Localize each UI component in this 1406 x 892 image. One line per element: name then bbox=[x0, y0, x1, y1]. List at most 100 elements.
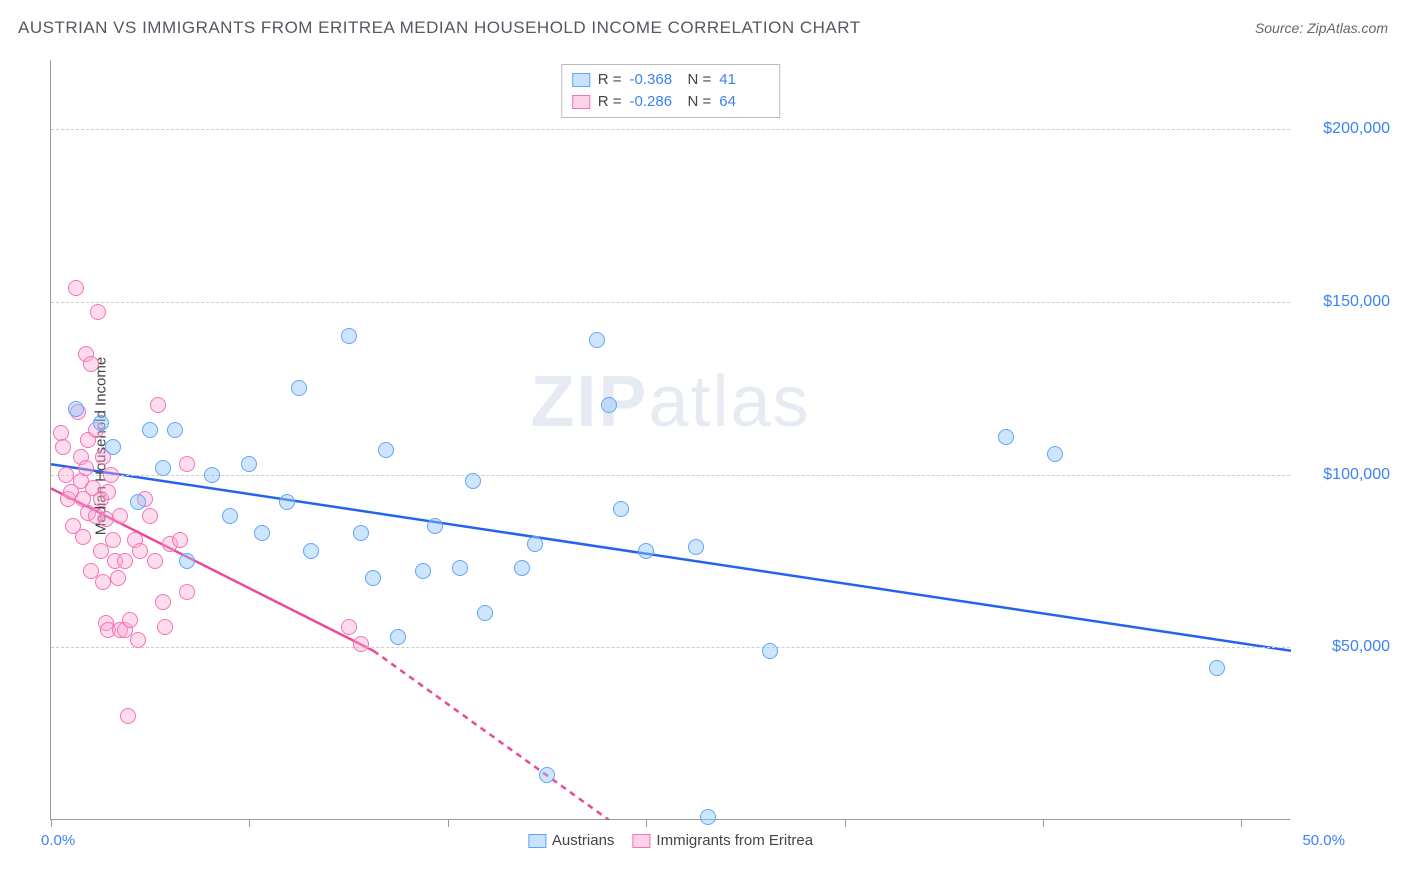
legend-row-blue: R = -0.368 N = 41 bbox=[572, 69, 770, 91]
data-point-blue bbox=[130, 494, 146, 510]
data-point-pink bbox=[90, 304, 106, 320]
data-point-blue bbox=[68, 401, 84, 417]
data-point-blue bbox=[762, 643, 778, 659]
data-point-blue bbox=[477, 605, 493, 621]
data-point-pink bbox=[130, 632, 146, 648]
data-point-blue bbox=[378, 442, 394, 458]
data-point-blue bbox=[303, 543, 319, 559]
chart-title: AUSTRIAN VS IMMIGRANTS FROM ERITREA MEDI… bbox=[18, 18, 861, 38]
data-point-blue bbox=[341, 328, 357, 344]
data-point-blue bbox=[427, 518, 443, 534]
data-point-pink bbox=[147, 553, 163, 569]
ytick-label: $50,000 bbox=[1300, 638, 1390, 656]
data-point-pink bbox=[172, 532, 188, 548]
xtick bbox=[51, 819, 52, 827]
data-point-pink bbox=[58, 467, 74, 483]
data-point-blue bbox=[142, 422, 158, 438]
data-point-blue bbox=[688, 539, 704, 555]
data-point-blue bbox=[700, 809, 716, 825]
header: AUSTRIAN VS IMMIGRANTS FROM ERITREA MEDI… bbox=[18, 18, 1388, 38]
xtick bbox=[845, 819, 846, 827]
series-legend: Austrians Immigrants from Eritrea bbox=[528, 832, 813, 849]
correlation-legend: R = -0.368 N = 41 R = -0.286 N = 64 bbox=[561, 64, 781, 118]
data-point-pink bbox=[150, 397, 166, 413]
data-point-blue bbox=[179, 553, 195, 569]
gridline bbox=[51, 475, 1290, 476]
data-point-blue bbox=[998, 429, 1014, 445]
swatch-pink bbox=[572, 95, 590, 109]
data-point-blue bbox=[1209, 660, 1225, 676]
chart-container: AUSTRIAN VS IMMIGRANTS FROM ERITREA MEDI… bbox=[0, 0, 1406, 892]
legend-item-austrians: Austrians bbox=[528, 832, 615, 849]
data-point-pink bbox=[117, 553, 133, 569]
data-point-pink bbox=[122, 612, 138, 628]
data-point-blue bbox=[589, 332, 605, 348]
data-point-pink bbox=[98, 511, 114, 527]
gridline bbox=[51, 129, 1290, 130]
data-point-pink bbox=[132, 543, 148, 559]
data-point-blue bbox=[241, 456, 257, 472]
data-point-blue bbox=[539, 767, 555, 783]
data-point-blue bbox=[279, 494, 295, 510]
data-point-pink bbox=[112, 508, 128, 524]
data-point-pink bbox=[353, 636, 369, 652]
ytick-label: $150,000 bbox=[1300, 293, 1390, 311]
xaxis-max-label: 50.0% bbox=[1302, 832, 1345, 849]
data-point-blue bbox=[105, 439, 121, 455]
gridline bbox=[51, 302, 1290, 303]
data-point-pink bbox=[83, 356, 99, 372]
swatch-pink bbox=[632, 834, 650, 848]
data-point-blue bbox=[291, 380, 307, 396]
data-point-pink bbox=[341, 619, 357, 635]
data-point-pink bbox=[105, 532, 121, 548]
swatch-blue bbox=[528, 834, 546, 848]
xtick bbox=[448, 819, 449, 827]
data-point-pink bbox=[103, 467, 119, 483]
data-point-blue bbox=[527, 536, 543, 552]
data-point-blue bbox=[93, 415, 109, 431]
data-point-blue bbox=[415, 563, 431, 579]
data-point-pink bbox=[78, 460, 94, 476]
xaxis-min-label: 0.0% bbox=[41, 832, 75, 849]
data-point-pink bbox=[142, 508, 158, 524]
legend-row-pink: R = -0.286 N = 64 bbox=[572, 91, 770, 113]
data-point-blue bbox=[254, 525, 270, 541]
gridline bbox=[51, 647, 1290, 648]
data-point-blue bbox=[365, 570, 381, 586]
trend-lines-svg bbox=[51, 60, 1291, 820]
data-point-blue bbox=[514, 560, 530, 576]
data-point-pink bbox=[155, 594, 171, 610]
scatter-chart: ZIPatlas R = -0.368 N = 41 R = -0.286 N … bbox=[50, 60, 1290, 820]
data-point-pink bbox=[110, 570, 126, 586]
data-point-blue bbox=[204, 467, 220, 483]
data-point-blue bbox=[613, 501, 629, 517]
data-point-pink bbox=[95, 574, 111, 590]
swatch-blue bbox=[572, 73, 590, 87]
data-point-blue bbox=[452, 560, 468, 576]
data-point-pink bbox=[55, 439, 71, 455]
xtick bbox=[1043, 819, 1044, 827]
data-point-blue bbox=[465, 473, 481, 489]
watermark: ZIPatlas bbox=[530, 361, 810, 443]
data-point-blue bbox=[167, 422, 183, 438]
legend-item-eritrea: Immigrants from Eritrea bbox=[632, 832, 813, 849]
data-point-pink bbox=[179, 584, 195, 600]
data-point-pink bbox=[100, 484, 116, 500]
data-point-blue bbox=[390, 629, 406, 645]
data-point-blue bbox=[601, 397, 617, 413]
data-point-blue bbox=[638, 543, 654, 559]
data-point-pink bbox=[68, 280, 84, 296]
data-point-pink bbox=[157, 619, 173, 635]
data-point-pink bbox=[75, 529, 91, 545]
data-point-pink bbox=[120, 708, 136, 724]
xtick bbox=[1241, 819, 1242, 827]
xtick bbox=[249, 819, 250, 827]
data-point-blue bbox=[222, 508, 238, 524]
xtick bbox=[646, 819, 647, 827]
ytick-label: $100,000 bbox=[1300, 466, 1390, 484]
data-point-blue bbox=[353, 525, 369, 541]
ytick-label: $200,000 bbox=[1300, 120, 1390, 138]
data-point-pink bbox=[179, 456, 195, 472]
data-point-blue bbox=[1047, 446, 1063, 462]
data-point-blue bbox=[155, 460, 171, 476]
